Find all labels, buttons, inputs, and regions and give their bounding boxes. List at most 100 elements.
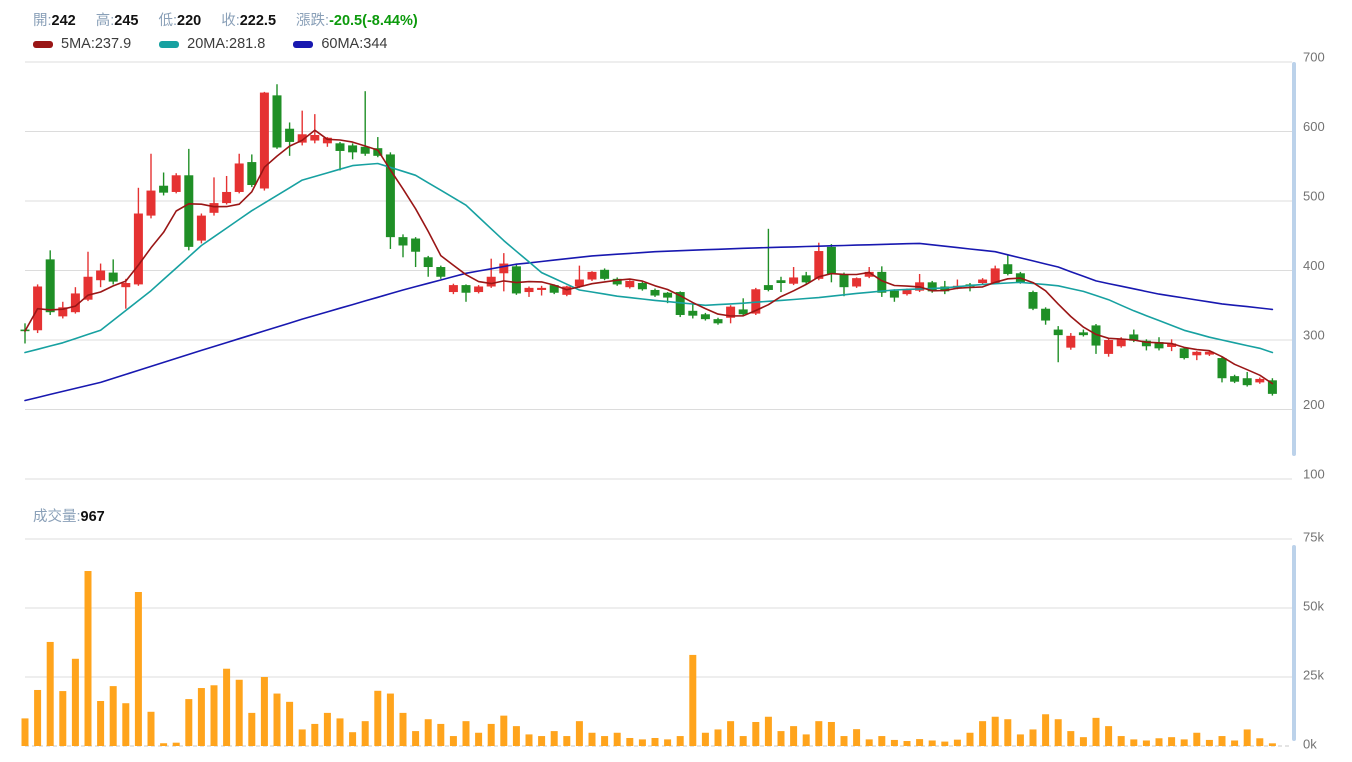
candle-down: [385, 154, 395, 238]
volume-bar: [1067, 731, 1075, 746]
candle-down: [423, 257, 433, 268]
candle-up: [222, 191, 232, 204]
candle-up: [726, 306, 736, 318]
volume-bar: [1117, 736, 1125, 746]
volume-bar: [1016, 734, 1024, 746]
volume-bar: [487, 723, 495, 746]
candle-up: [486, 276, 496, 287]
volume-bar: [727, 721, 735, 746]
candle-up: [310, 134, 320, 141]
ma20-swatch-icon: [159, 40, 180, 48]
candle-down: [549, 285, 559, 293]
price-axis-tick: 200: [1303, 397, 1325, 412]
volume-bar: [97, 701, 105, 746]
volume-bar: [739, 736, 747, 746]
candle-down: [360, 146, 370, 154]
candle-down: [826, 246, 836, 274]
volume-bar: [449, 736, 457, 746]
candle-down: [461, 285, 471, 293]
volume-bar: [1256, 738, 1264, 746]
volume-bar: [500, 715, 508, 746]
colon: :: [47, 13, 52, 29]
candle-down: [1217, 358, 1227, 379]
volume-bar: [1193, 732, 1201, 746]
volume-bar: [46, 641, 54, 746]
candle-down: [650, 289, 660, 296]
colon: :: [235, 13, 240, 29]
price-axis-tick: 600: [1303, 119, 1325, 134]
volume-bar: [197, 688, 205, 746]
candle-up: [196, 215, 206, 241]
candle-down: [713, 319, 723, 324]
volume-bar: [71, 658, 79, 746]
volume-bar: [1268, 743, 1276, 746]
candle-down: [839, 273, 849, 288]
volume-axis-tick: 75k: [1303, 529, 1324, 544]
candle-down: [247, 162, 257, 186]
volume-bar: [1092, 717, 1100, 746]
volume-bar: [827, 721, 835, 746]
candle-up: [448, 285, 458, 293]
candle-down: [436, 267, 446, 277]
candle-down: [511, 266, 521, 294]
candle-up: [322, 137, 332, 144]
colon: :: [172, 13, 177, 29]
volume-bar: [336, 718, 344, 746]
volume-bar: [966, 732, 974, 746]
volume-bar: [1155, 738, 1163, 746]
volume-bar: [1130, 739, 1138, 746]
candle-up: [625, 280, 635, 288]
candle-down: [663, 292, 673, 298]
low-value: 220: [177, 13, 202, 29]
candle-down: [612, 278, 622, 285]
volume-axis-tick: 25k: [1303, 667, 1324, 682]
volume-bar: [437, 723, 445, 746]
candle-down: [373, 148, 383, 156]
volume-bar: [689, 654, 697, 746]
volume-bar: [134, 591, 142, 746]
price-axis-bar: [1292, 62, 1296, 456]
legend-ma20: 20MA:281.8: [159, 36, 265, 52]
volume-bar: [1218, 736, 1226, 746]
volume-bar: [160, 743, 168, 746]
volume-bar: [764, 716, 772, 746]
candle-down: [108, 272, 118, 282]
volume-bar: [210, 685, 218, 746]
price-axis-tick: 100: [1303, 466, 1325, 481]
open-label: 開: [33, 13, 48, 29]
candle-up: [587, 271, 597, 280]
volume-label: 成交量: [33, 509, 77, 525]
volume-bar: [538, 736, 546, 746]
volume-bar: [853, 729, 861, 746]
colon: :: [110, 13, 115, 29]
ma20-line: [24, 162, 1274, 354]
volume-bar: [298, 729, 306, 746]
volume-bar: [752, 721, 760, 746]
volume-bar: [147, 711, 155, 746]
volume-bar: [714, 729, 722, 746]
candle-up: [1104, 340, 1114, 354]
legend-ma60: 60MA:344: [293, 36, 387, 52]
change-value: -20.5(-8.44%): [329, 13, 418, 29]
volume-bar: [1079, 737, 1087, 746]
candle-down: [801, 275, 811, 283]
candle-down: [285, 128, 295, 142]
candle-up: [171, 175, 181, 192]
volume-bar: [462, 721, 470, 746]
volume-bar: [1029, 729, 1037, 746]
ma-legend: 5MA:237.9 20MA:281.8 60MA:344: [33, 36, 387, 52]
high-label: 高: [95, 13, 111, 29]
candle-up: [499, 263, 509, 274]
candle-down: [1091, 325, 1101, 346]
volume-bar: [626, 737, 634, 746]
axis-layer: 700 600 500 400 300 200 100 75k 50k 25k 0k: [1292, 49, 1325, 751]
candle-down: [776, 280, 786, 284]
volume-bars-layer: [21, 571, 1276, 746]
candle-down: [763, 285, 773, 290]
candle-up: [83, 276, 93, 300]
volume-bar: [991, 716, 999, 746]
candle-up: [562, 286, 572, 295]
low-label: 低: [158, 13, 173, 29]
volume-bar: [1243, 729, 1251, 746]
